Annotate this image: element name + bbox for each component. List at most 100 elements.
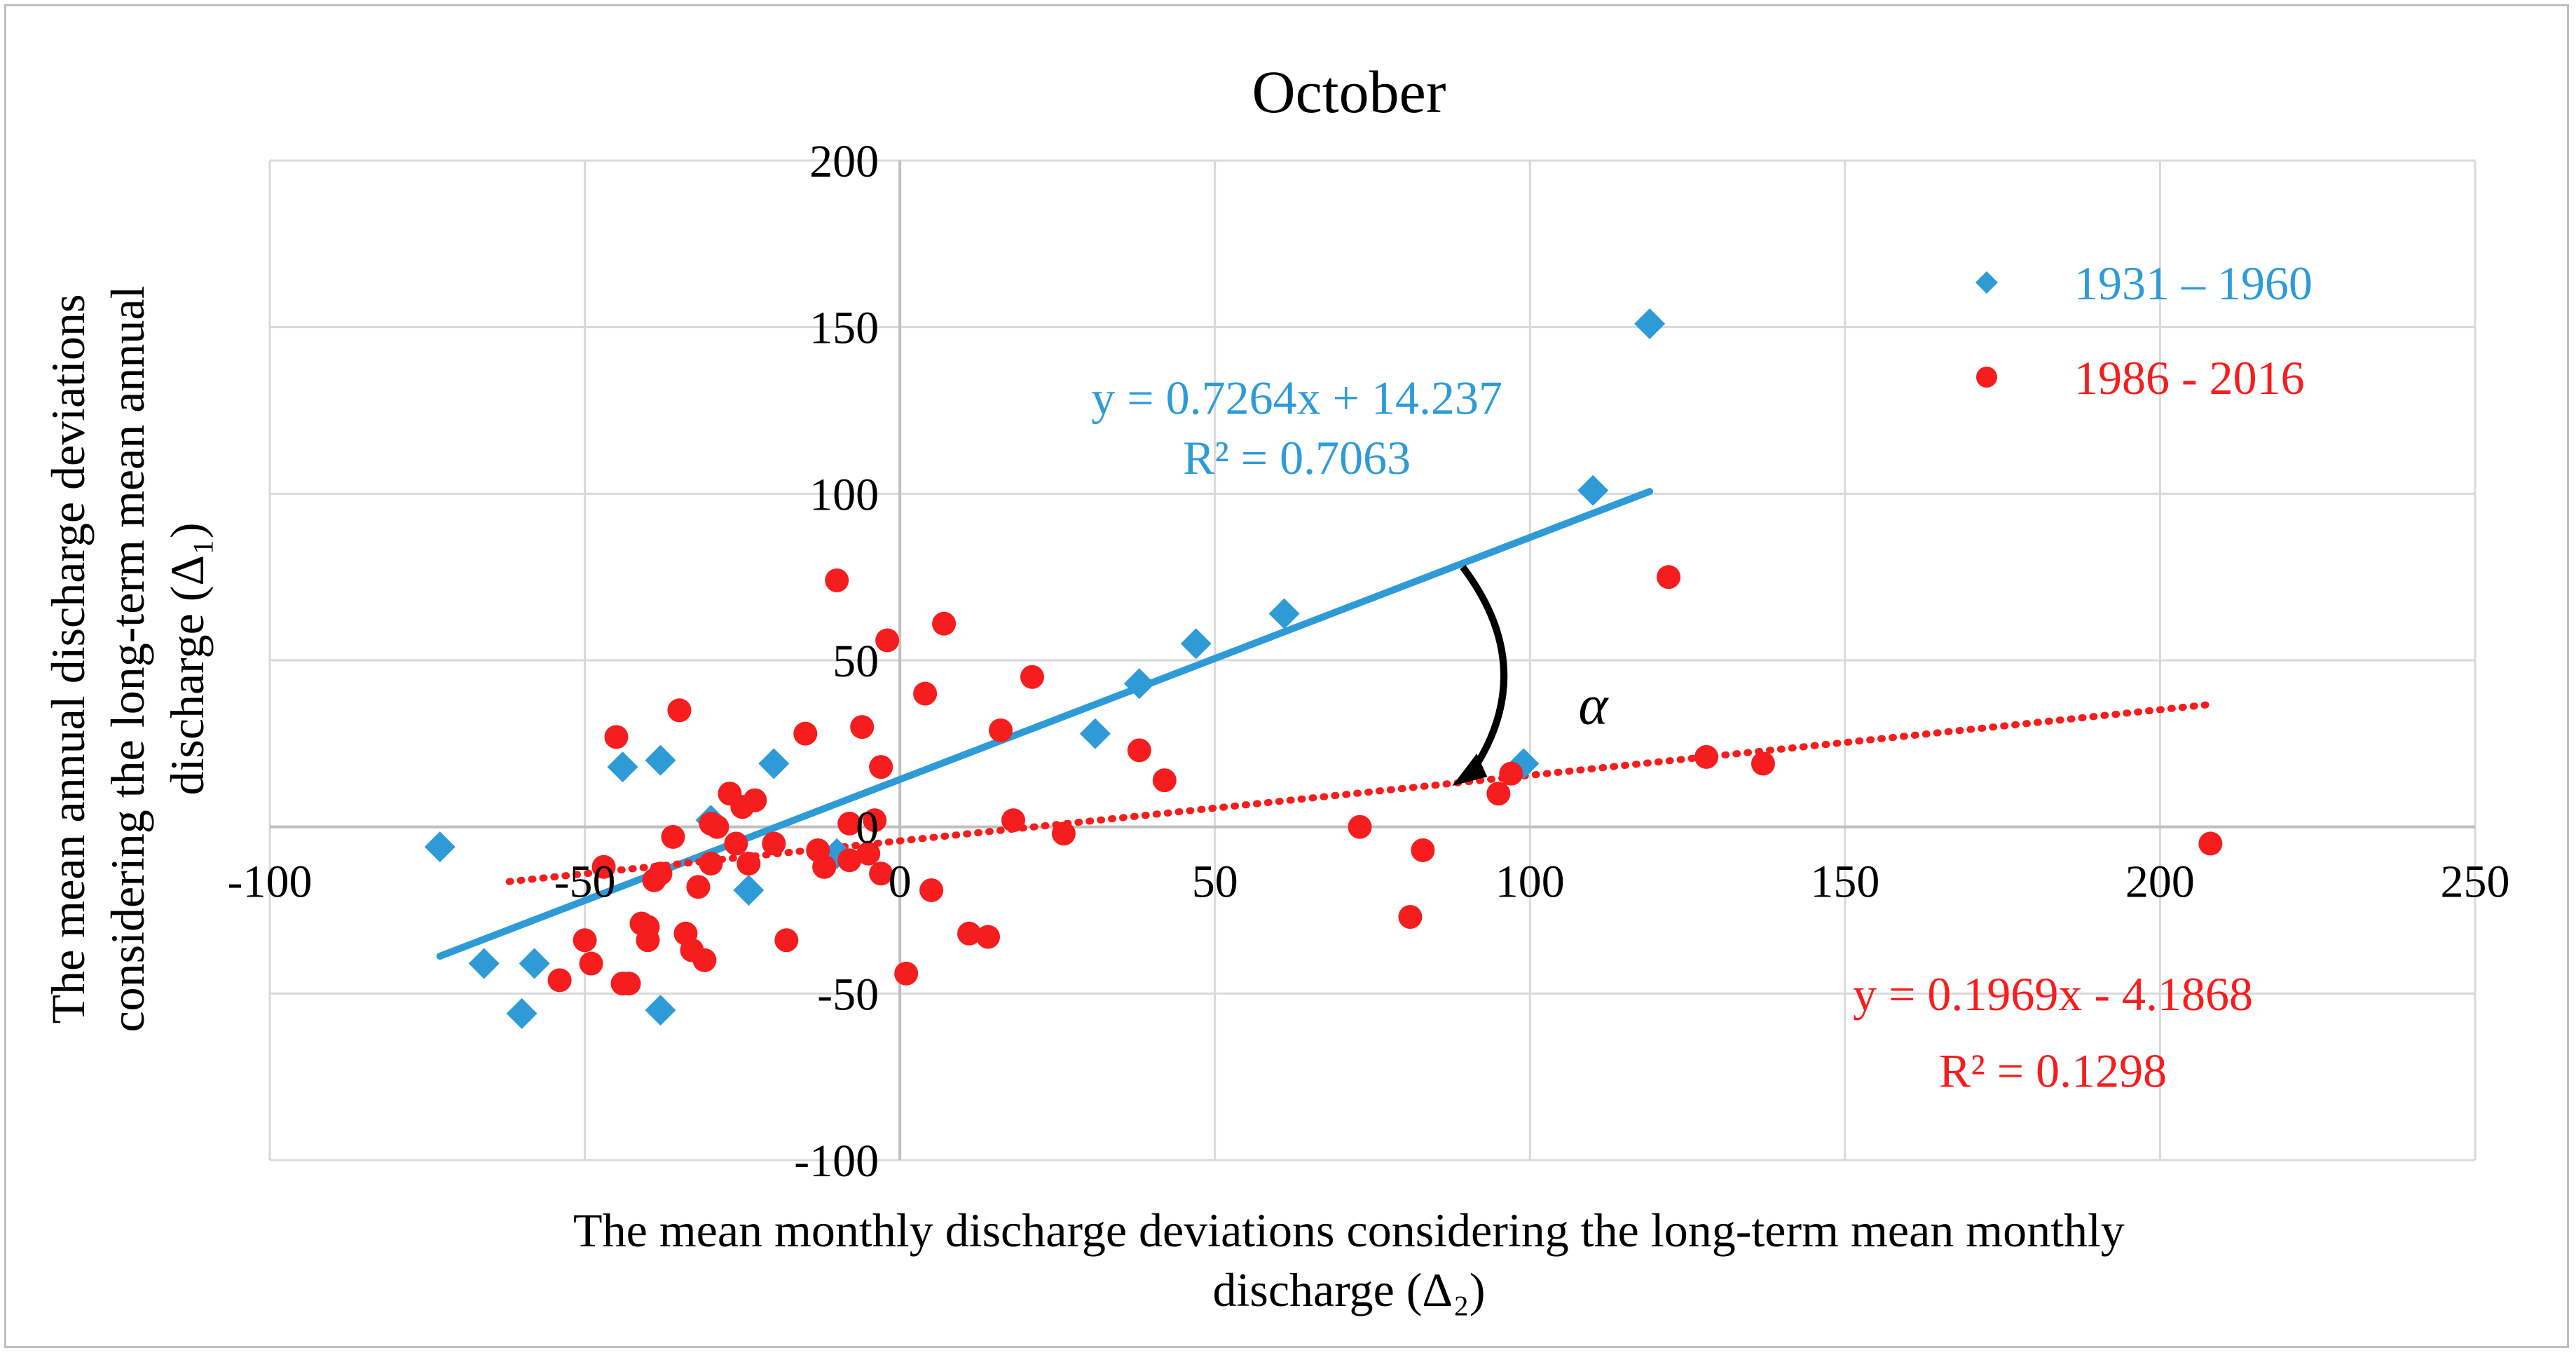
point-series-1	[607, 751, 638, 783]
point-series-2	[837, 811, 862, 836]
angle-arrowhead	[1452, 754, 1488, 787]
x-tick-label: -50	[554, 857, 616, 908]
point-series-2	[667, 698, 692, 723]
point-series-2	[686, 875, 711, 899]
trendlines	[436, 488, 2214, 960]
trendline-r2: R² = 0.7063	[1183, 431, 1411, 484]
angle-label: α	[1578, 674, 1609, 736]
y-tick-label: 0	[856, 803, 879, 854]
point-series-2	[850, 715, 875, 740]
axes	[270, 161, 2475, 1160]
y-tick-label: -50	[817, 969, 879, 1020]
trendline-equation: y = 0.7264x + 14.237	[1091, 371, 1502, 424]
y-tick-label: 200	[809, 136, 879, 187]
point-series-2	[793, 721, 818, 746]
point-series-1	[519, 948, 550, 979]
point-series-2	[825, 568, 849, 592]
gridlines	[268, 159, 2476, 1162]
point-series-2	[856, 841, 881, 866]
x-tick-label: 150	[1810, 857, 1879, 908]
point-series-2	[1001, 808, 1025, 833]
y-tick-label: -100	[794, 1136, 879, 1187]
point-series-2	[1411, 838, 1435, 862]
point-series-2	[1152, 768, 1177, 793]
point-series-2	[919, 878, 944, 902]
point-series-1	[1123, 668, 1155, 700]
point-series-2	[1694, 744, 1719, 769]
point-series-1	[758, 748, 790, 779]
point-series-2	[976, 925, 1001, 949]
point-series-2	[604, 725, 629, 749]
y-axis-label-line: considering the long-term mean annual	[101, 286, 154, 1033]
chart-title: October	[1252, 58, 1446, 125]
point-series-2	[661, 824, 685, 849]
legend-marker-series-2	[1976, 367, 1997, 388]
point-series-1	[1079, 718, 1111, 749]
point-series-2	[1051, 822, 1076, 846]
y-axis-label-line: discharge (Δ₁)	[160, 522, 214, 795]
y-tick-label: 150	[809, 303, 879, 354]
point-series-2	[591, 854, 616, 879]
x-tick-label: -100	[228, 857, 313, 908]
point-series-2	[869, 862, 893, 886]
point-series-2	[812, 854, 837, 879]
trendline-series-2	[505, 700, 2214, 885]
data-points	[424, 308, 2223, 1029]
x-tick-label: 200	[2125, 857, 2195, 908]
tick-labels: -100 -50 0 50 100 150 200 250 -100 -50 0 50 100 150 20…	[228, 136, 2510, 1187]
y-tick-label: 100	[809, 469, 879, 520]
point-series-2	[692, 948, 717, 972]
point-series-2	[1348, 815, 1372, 839]
point-series-2	[743, 788, 767, 812]
point-series-2	[648, 862, 673, 886]
point-series-2	[573, 928, 597, 953]
point-series-2	[869, 755, 893, 779]
point-series-2	[1499, 761, 1523, 786]
point-series-1	[1577, 475, 1609, 506]
point-series-2	[617, 972, 641, 996]
point-series-2	[932, 611, 957, 636]
point-series-1	[1180, 628, 1212, 660]
angle-arc	[1460, 564, 1508, 783]
point-series-2	[989, 718, 1013, 742]
point-series-2	[2198, 831, 2223, 856]
point-series-1	[424, 831, 455, 863]
chart-frame	[4, 4, 2569, 1348]
x-axis-label: The mean monthly discharge deviations co…	[573, 1204, 2125, 1316]
x-tick-label: 100	[1495, 857, 1565, 908]
point-series-2	[636, 928, 660, 953]
y-axis-label-line: The mean annual discharge deviations	[41, 294, 95, 1023]
point-series-2	[863, 808, 887, 833]
x-tick-label: 0	[889, 857, 912, 908]
x-axis-label-line: The mean monthly discharge deviations co…	[573, 1204, 2125, 1257]
point-series-2	[1486, 782, 1511, 806]
point-series-1	[733, 874, 765, 906]
point-series-2	[705, 815, 729, 839]
point-series-2	[699, 851, 723, 876]
y-tick-label: 50	[833, 636, 879, 687]
point-series-2	[774, 928, 799, 953]
point-series-2	[875, 628, 900, 653]
point-series-1	[506, 997, 537, 1029]
legend: 1931 – 1960 1986 - 2016	[1975, 257, 2313, 404]
trendline-equation: y = 0.1969x - 4.1868	[1853, 967, 2253, 1021]
trendline-series-1	[436, 488, 1654, 960]
point-series-2	[1020, 665, 1044, 689]
point-series-2	[837, 848, 862, 873]
point-series-1	[645, 744, 676, 776]
point-series-1	[1268, 598, 1300, 629]
y-axis-label: The mean annual discharge deviations cons…	[41, 286, 214, 1033]
point-series-2	[737, 851, 761, 876]
point-series-2	[894, 961, 919, 986]
legend-label: 1986 - 2016	[2074, 351, 2305, 404]
trendline-r2: R² = 0.1298	[1939, 1044, 2167, 1097]
x-axis-label-line: discharge (Δ₂)	[1212, 1263, 1485, 1316]
point-series-1	[468, 948, 500, 979]
point-series-2	[724, 831, 748, 856]
point-series-2	[1751, 751, 1775, 776]
legend-label: 1931 – 1960	[2074, 257, 2313, 310]
point-series-1	[645, 995, 676, 1026]
legend-marker-series-1	[1975, 271, 1998, 294]
point-series-2	[762, 831, 786, 856]
